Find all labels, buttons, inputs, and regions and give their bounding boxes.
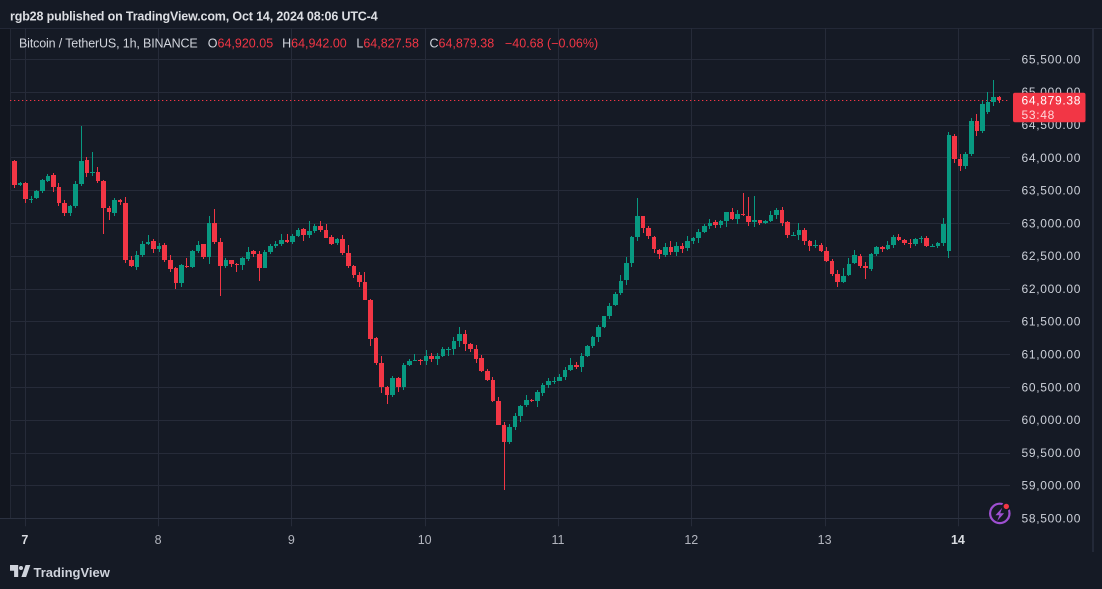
svg-text:61,500.00: 61,500.00 (1022, 315, 1082, 329)
svg-text:14: 14 (951, 533, 965, 547)
svg-text:63,000.00: 63,000.00 (1022, 216, 1082, 230)
svg-text:59,500.00: 59,500.00 (1022, 446, 1082, 460)
svg-text:59,000.00: 59,000.00 (1022, 479, 1082, 493)
svg-text:62,000.00: 62,000.00 (1022, 282, 1082, 296)
svg-text:11: 11 (552, 533, 565, 547)
svg-text:rgb28 published on TradingView: rgb28 published on TradingView.com, Oct … (10, 10, 378, 24)
svg-text:O64,920.05: O64,920.05 (208, 37, 273, 51)
svg-text:H64,942.00: H64,942.00 (282, 37, 347, 51)
svg-text:62,500.00: 62,500.00 (1022, 249, 1082, 263)
svg-text:12: 12 (684, 533, 698, 547)
svg-text:63,500.00: 63,500.00 (1022, 184, 1082, 198)
svg-text:7: 7 (21, 533, 28, 547)
svg-text:9: 9 (288, 533, 295, 547)
svg-text:13: 13 (818, 533, 832, 547)
svg-text:60,000.00: 60,000.00 (1022, 413, 1082, 427)
svg-text:TradingView: TradingView (34, 565, 111, 580)
svg-text:53:48: 53:48 (1022, 108, 1056, 122)
svg-text:10: 10 (418, 533, 432, 547)
svg-text:C64,879.38: C64,879.38 (430, 37, 495, 51)
svg-text:64,000.00: 64,000.00 (1022, 151, 1082, 165)
svg-text:Bitcoin / TetherUS, 1h, BINANC: Bitcoin / TetherUS, 1h, BINANCE (19, 37, 198, 51)
svg-text:60,500.00: 60,500.00 (1022, 380, 1082, 394)
svg-text:8: 8 (155, 533, 162, 547)
svg-text:L64,827.58: L64,827.58 (356, 37, 419, 51)
svg-text:−40.68 (−0.06%): −40.68 (−0.06%) (505, 37, 598, 51)
svg-text:65,500.00: 65,500.00 (1022, 52, 1082, 66)
svg-text:61,000.00: 61,000.00 (1022, 348, 1082, 362)
svg-text:58,500.00: 58,500.00 (1022, 511, 1082, 525)
svg-text:64,879.38: 64,879.38 (1022, 94, 1082, 108)
